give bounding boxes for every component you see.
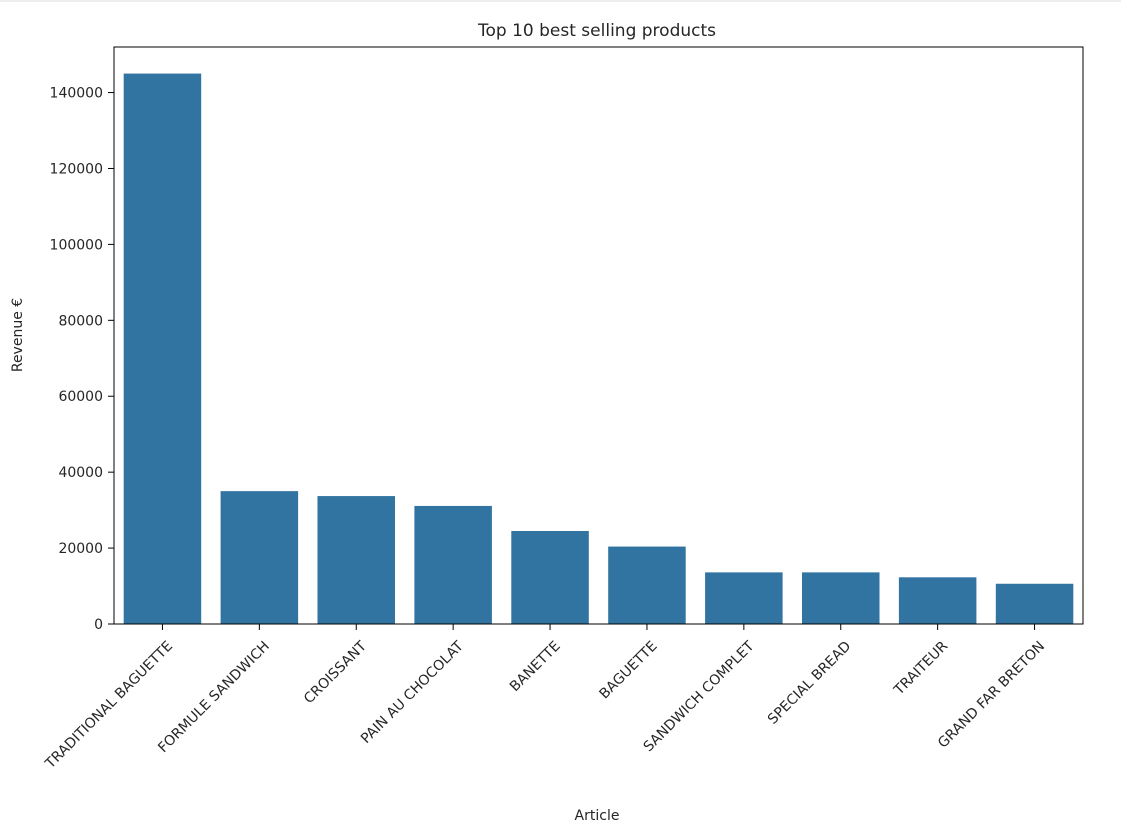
bar xyxy=(317,496,396,624)
x-tick-label: GRAND FAR BRETON xyxy=(935,638,1048,751)
y-tick-label: 60000 xyxy=(58,389,103,405)
x-tick-label: PAIN AU CHOCOLAT xyxy=(358,638,467,747)
bar xyxy=(414,505,492,624)
bar xyxy=(608,546,686,624)
bar xyxy=(220,491,299,624)
x-tick-label: SANDWICH COMPLET xyxy=(641,638,758,755)
y-tick-label: 20000 xyxy=(58,541,103,557)
y-tick-label: 100000 xyxy=(50,237,103,253)
y-axis: 0 20000 40000 60000 80000 100000 120000 140000 xyxy=(50,86,114,633)
y-tick-label: 0 xyxy=(94,617,103,633)
bar xyxy=(995,583,1074,624)
y-axis-label: Revenue € xyxy=(10,298,26,372)
y-tick-label: 80000 xyxy=(58,313,103,329)
x-tick-label: TRAITEUR xyxy=(891,638,952,699)
plot-frame xyxy=(113,46,1084,625)
bar xyxy=(123,73,202,624)
chart-title: Top 10 best selling products xyxy=(477,21,716,41)
x-tick-label: BANETTE xyxy=(507,638,564,695)
x-tick-label: TRADITIONAL BAGUETTE xyxy=(42,638,176,772)
y-tick-label: 120000 xyxy=(50,161,103,177)
bar xyxy=(801,572,880,624)
y-tick-label: 140000 xyxy=(50,86,103,102)
x-tick-label: CROISSANT xyxy=(301,638,370,707)
x-tick-label: FORMULE SANDWICH xyxy=(155,638,273,756)
bar xyxy=(705,572,783,624)
x-tick-label: SPECIAL BREAD xyxy=(765,638,854,727)
bar xyxy=(511,530,589,624)
x-axis-label: Article xyxy=(575,808,620,824)
y-tick-label: 40000 xyxy=(58,465,103,481)
bars-group xyxy=(123,73,1074,624)
x-tick-label: BAGUETTE xyxy=(597,638,661,702)
bar xyxy=(898,577,977,624)
top-divider xyxy=(0,0,1121,2)
